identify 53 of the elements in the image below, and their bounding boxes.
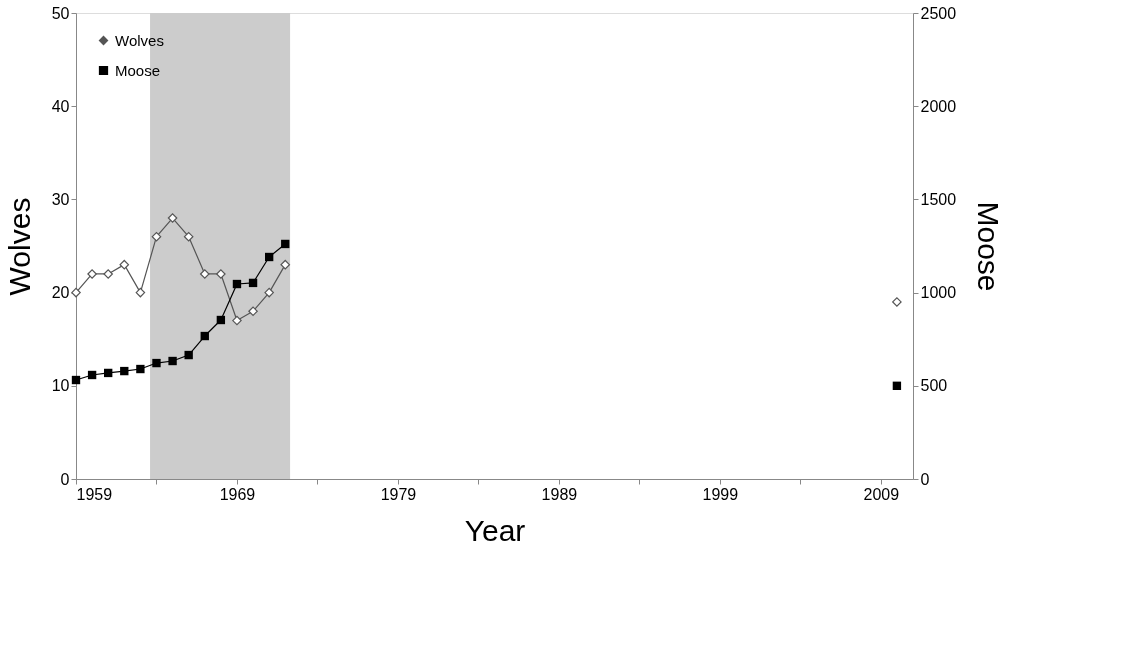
point	[152, 358, 161, 368]
point	[892, 381, 902, 390]
x-tick-label: 1999	[702, 485, 739, 503]
y2-tick-label: 0	[920, 470, 930, 488]
y-tick-label: 20	[51, 284, 70, 302]
x-tick-label: 1979	[380, 485, 417, 503]
point	[264, 252, 274, 262]
point	[120, 366, 129, 376]
y-tick-label: 30	[51, 190, 70, 208]
point	[216, 315, 226, 325]
x-tick-label: 2009	[863, 485, 900, 503]
point	[892, 297, 902, 307]
point	[168, 356, 177, 366]
point	[136, 364, 145, 374]
y-axis-title: Wolves	[2, 197, 36, 296]
point	[104, 368, 113, 378]
point	[199, 269, 210, 279]
y2-tick-label: 1500	[920, 190, 957, 208]
point	[87, 370, 97, 380]
point	[232, 279, 242, 289]
point	[248, 278, 258, 288]
point	[232, 315, 242, 326]
point	[151, 231, 162, 242]
y2-tick-label: 1000	[920, 284, 957, 302]
legend-label: Wolves	[115, 31, 164, 49]
y2-tick-label: 2500	[920, 4, 957, 22]
point	[135, 287, 146, 298]
y2-tick-label: 2000	[920, 97, 957, 115]
legend-label: Moose	[115, 61, 161, 79]
x-tick-label: 1959	[76, 485, 113, 503]
point	[281, 239, 290, 249]
point	[183, 231, 194, 242]
point	[200, 331, 209, 341]
point	[264, 287, 274, 298]
point	[216, 269, 226, 279]
y2-tick-label: 500	[920, 377, 948, 395]
point	[167, 213, 178, 223]
x-axis-title: Year	[464, 513, 526, 547]
x-tick-label: 1989	[541, 485, 578, 503]
y-tick-label: 50	[51, 4, 70, 22]
point	[71, 287, 81, 298]
point	[87, 269, 97, 279]
y-tick-label: 40	[51, 97, 70, 115]
y-tick-label: 0	[60, 470, 70, 488]
point	[184, 350, 193, 360]
point	[71, 375, 81, 385]
point	[280, 259, 291, 270]
point	[103, 269, 113, 279]
point	[119, 259, 130, 270]
point	[248, 306, 258, 317]
x-tick-label: 1969	[219, 485, 256, 503]
y2-axis-title: Moose	[972, 201, 1006, 292]
y-tick-label: 10	[51, 377, 70, 395]
